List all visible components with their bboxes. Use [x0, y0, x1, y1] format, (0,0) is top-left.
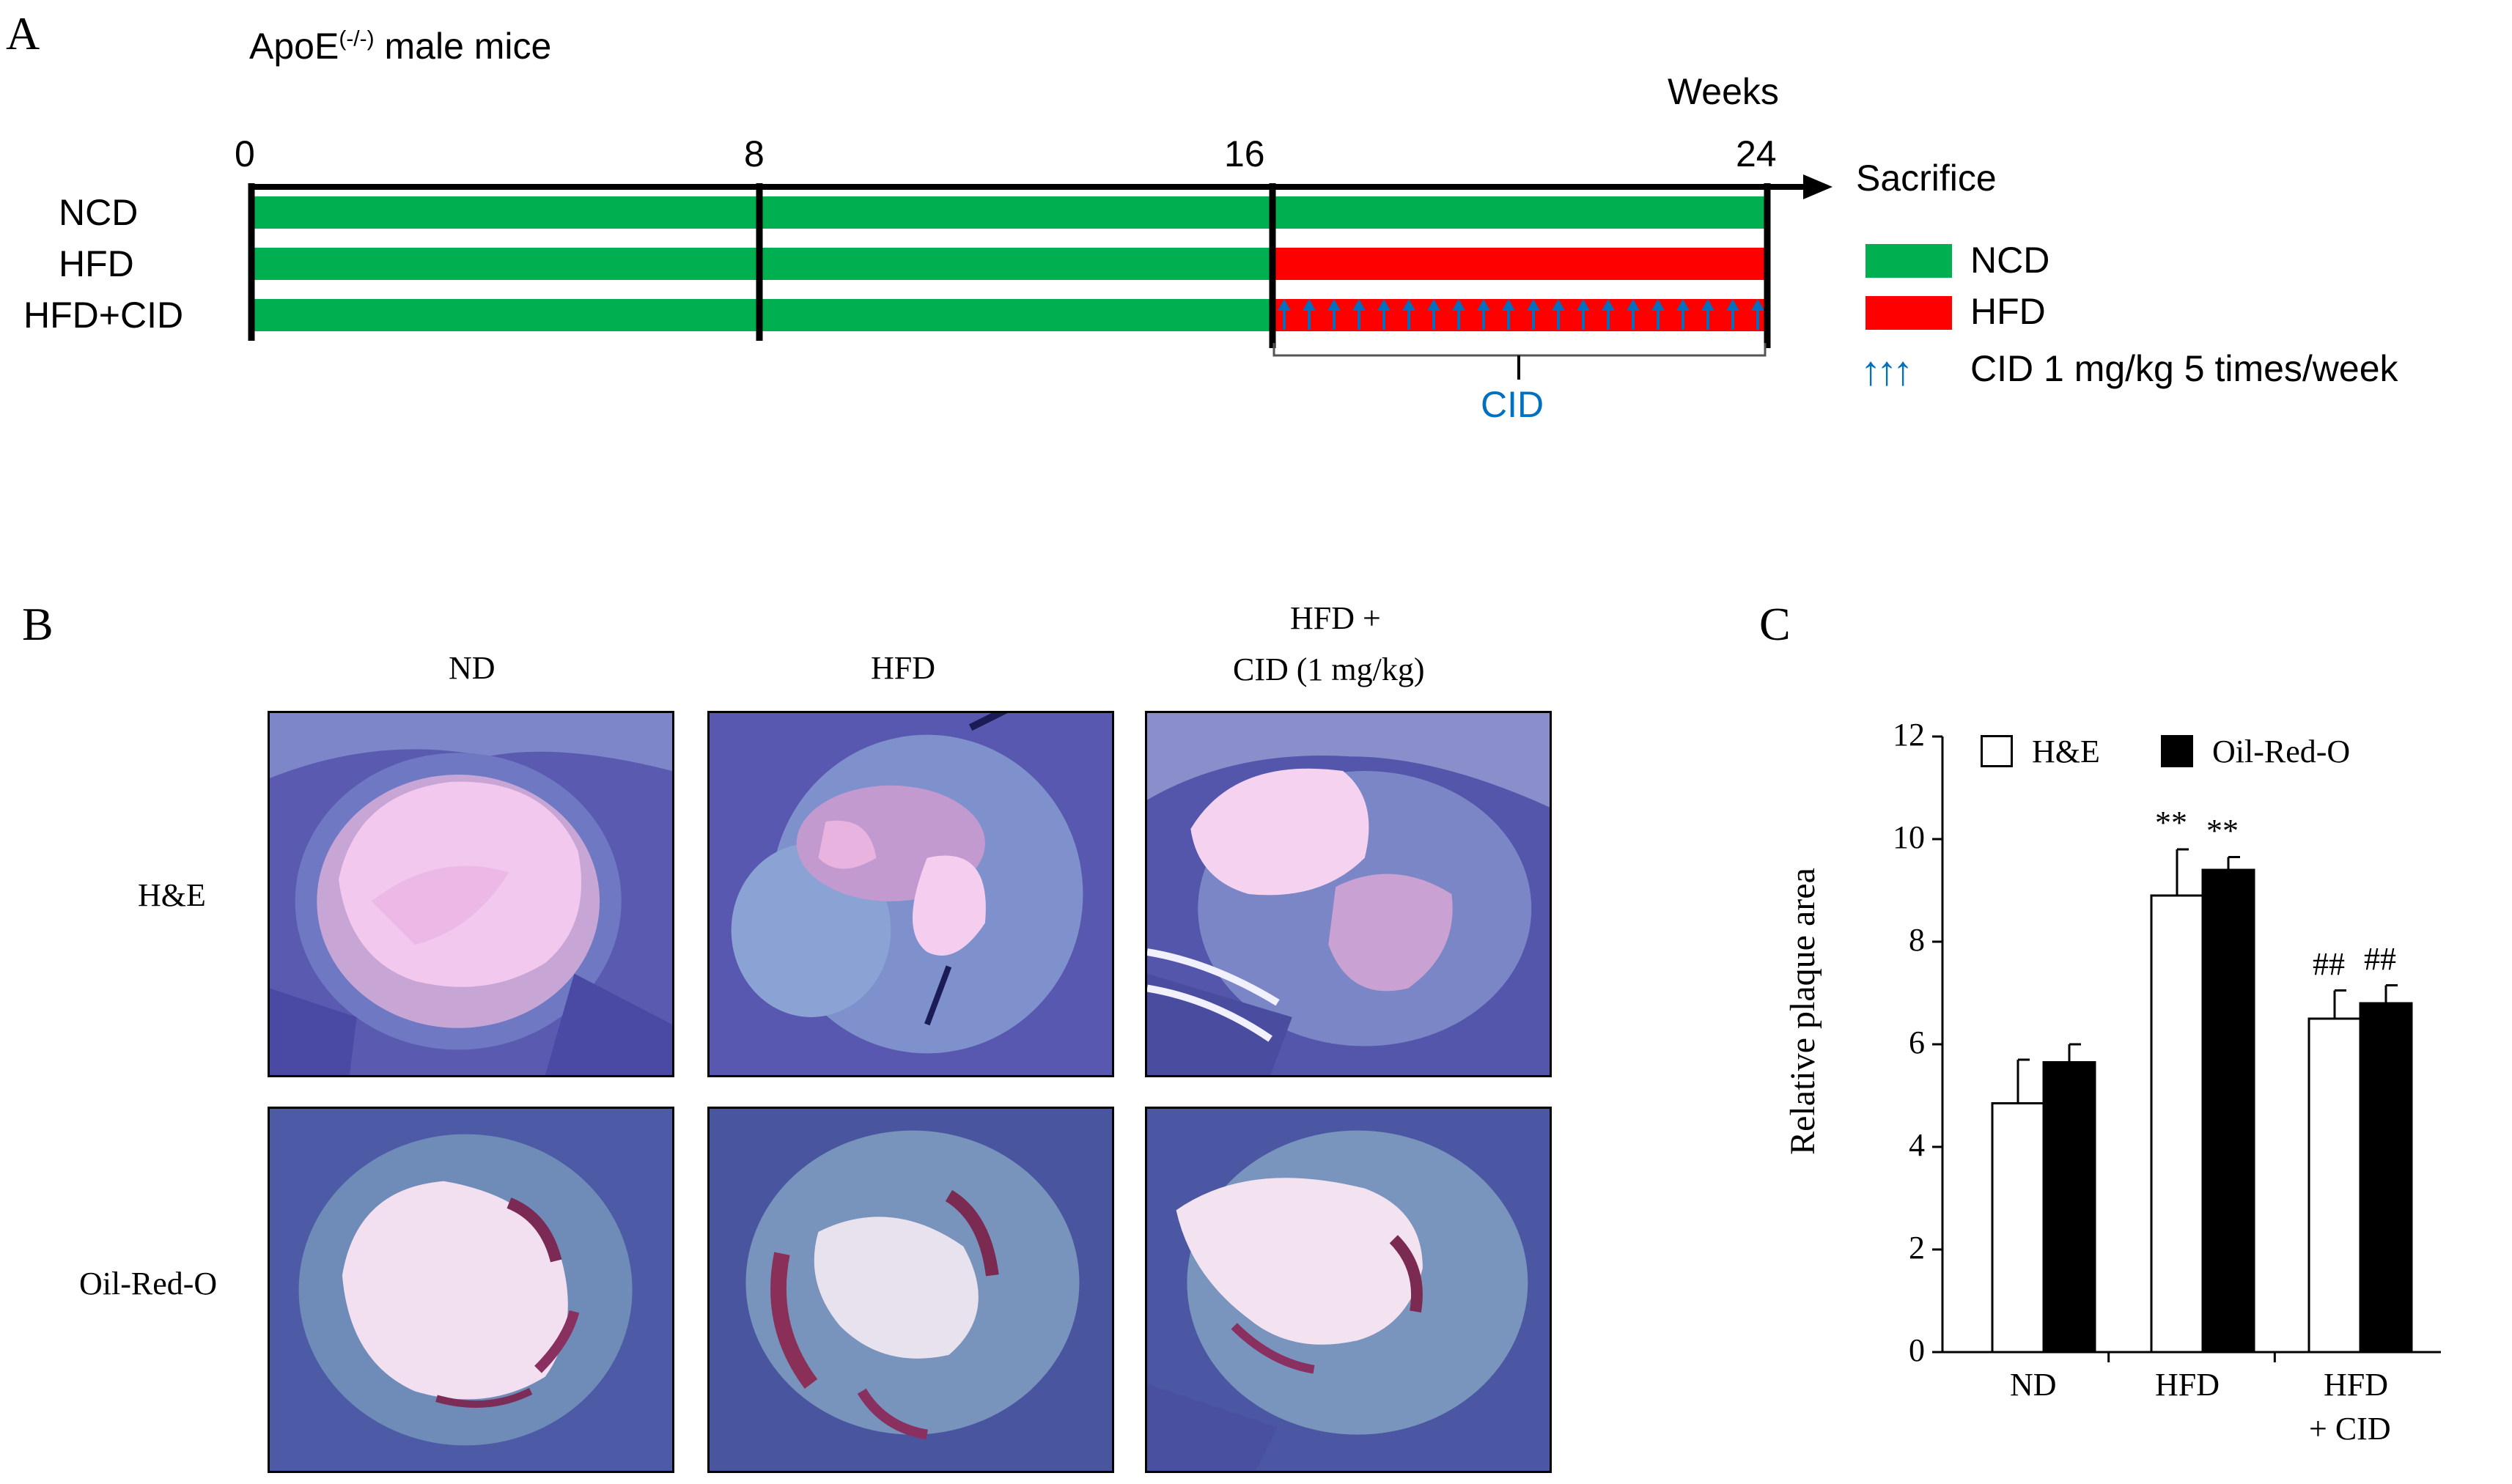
- y-tick-label: 12: [1893, 717, 1925, 753]
- significance-marker: **: [2206, 812, 2239, 849]
- cid-arrow-head: [1651, 299, 1665, 311]
- cid-arrow-head: [1502, 299, 1515, 311]
- timeline: [248, 174, 1952, 380]
- x-label-nd: ND: [2010, 1367, 2057, 1403]
- group-label-hfd-cid: HFD+CID: [23, 295, 184, 336]
- cid-arrow-head: [1352, 299, 1366, 311]
- cid-arrow-head: [1427, 299, 1440, 311]
- legend-cid-arrows: ↑↑↑: [1860, 347, 1913, 394]
- row-label-he: H&E: [138, 877, 206, 913]
- panel-a-title: ApoE(-/-) male mice: [249, 28, 551, 64]
- cid-arrow-head: [1751, 299, 1764, 311]
- histology-oro-hfd-cid: [1145, 1107, 1552, 1473]
- legend-swatch-he: [1981, 735, 2013, 767]
- legend-swatch-hfd: [1865, 296, 1952, 330]
- panel-a-letter: A: [6, 7, 40, 59]
- title-superscript: (-/-): [339, 26, 375, 51]
- y-tick-label: 6: [1909, 1025, 1925, 1060]
- column-header-hfd-cid-line1: HFD +: [1290, 600, 1381, 636]
- title-base: ApoE: [249, 26, 339, 67]
- cid-arrow-group: [1278, 299, 1764, 330]
- bar-ncd: [251, 196, 1765, 229]
- weeks-label: Weeks: [1668, 71, 1779, 112]
- bar-oil-red-o-nd: [2042, 1061, 2096, 1354]
- cid-arrow-head: [1327, 299, 1341, 311]
- column-header-hfd: HFD: [871, 650, 936, 686]
- timeline-arrowhead: [1803, 174, 1833, 199]
- title-rest: male mice: [374, 26, 552, 67]
- tick-label-8: 8: [744, 133, 765, 174]
- histology-he-nd: [268, 711, 674, 1077]
- column-header-nd: ND: [449, 650, 496, 686]
- legend-swatch-ncd: [1865, 244, 1952, 278]
- cid-arrow-head: [1676, 299, 1690, 311]
- cid-arrow-head: [1701, 299, 1714, 311]
- legend-label-oro: Oil-Red-O: [2212, 734, 2351, 769]
- y-tick-label: 8: [1909, 922, 1925, 958]
- bar-h-e-hfd: [2150, 894, 2204, 1354]
- cid-arrow-head: [1527, 299, 1540, 311]
- cid-arrow-head: [1278, 299, 1291, 311]
- tick-label-24: 24: [1736, 133, 1777, 174]
- legend-hfd: HFD: [1970, 291, 2046, 332]
- cid-arrow-head: [1303, 299, 1316, 311]
- cid-arrow-head: [1452, 299, 1465, 311]
- legend-ncd: NCD: [1970, 240, 2050, 281]
- y-tick-label: 4: [1909, 1127, 1925, 1163]
- cid-arrow-head: [1627, 299, 1640, 311]
- cid-arrow-head: [1377, 299, 1391, 311]
- legend-swatch-oro: [2161, 735, 2193, 767]
- legend-cid: CID 1 mg/kg 5 times/week: [1970, 348, 2398, 389]
- bar-oil-red-o-hfd: [2201, 868, 2255, 1354]
- bar-h-e-hfd-cid: [2307, 1017, 2362, 1354]
- y-tick-label: 2: [1909, 1230, 1925, 1266]
- cid-arrow-head: [1477, 299, 1490, 311]
- significance-marker: ##: [2313, 945, 2345, 982]
- cid-arrow-head: [1726, 299, 1739, 311]
- cid-arrow-head: [1402, 299, 1415, 311]
- tick-label-0: 0: [235, 133, 255, 174]
- row-label-oro: Oil-Red-O: [79, 1266, 218, 1302]
- group-label-ncd: NCD: [59, 192, 139, 233]
- cid-arrow-head: [1577, 299, 1590, 311]
- panel-b-letter: B: [22, 598, 54, 650]
- bar-oil-red-o-hfd-cid: [2359, 1002, 2413, 1354]
- legend-label-he: H&E: [2032, 734, 2100, 769]
- cid-bracket-label: CID: [1481, 384, 1544, 425]
- histology-he-hfd: [707, 711, 1114, 1077]
- column-header-hfd-cid-line2: CID (1 mg/kg): [1233, 651, 1425, 687]
- histology-he-hfd-cid: [1145, 711, 1552, 1077]
- sacrifice-label: Sacrifice: [1856, 158, 1997, 199]
- x-label-hfd: HFD: [2155, 1367, 2220, 1403]
- histology-oro-hfd: [707, 1107, 1114, 1473]
- y-tick-label: 10: [1893, 819, 1925, 855]
- y-tick-label: 0: [1909, 1332, 1925, 1368]
- x-label-hfd-cid-line1: HFD: [2324, 1367, 2389, 1403]
- panel-c-letter: C: [1759, 598, 1791, 650]
- tick-label-16: 16: [1224, 133, 1265, 174]
- cid-arrow-head: [1552, 299, 1565, 311]
- significance-marker: **: [2155, 805, 2187, 841]
- significance-marker: ##: [2364, 940, 2396, 977]
- chart-bars: [1991, 848, 2413, 1354]
- x-label-hfd-cid-line2: + CID: [2309, 1411, 2391, 1447]
- bar-h-e-nd: [1991, 1102, 2045, 1354]
- histology-oro-nd: [268, 1107, 674, 1473]
- group-label-hfd: HFD: [59, 243, 134, 284]
- cid-arrow-head: [1602, 299, 1615, 311]
- bar-hfd-part: [1272, 248, 1765, 280]
